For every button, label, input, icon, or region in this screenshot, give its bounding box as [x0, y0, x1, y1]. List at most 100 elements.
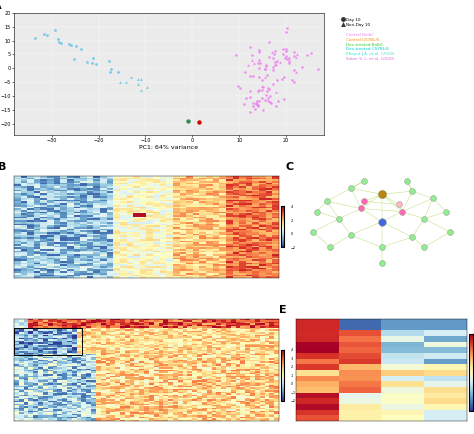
Point: [347, 184, 355, 191]
Point: [283, 56, 291, 62]
Point: [252, 99, 260, 106]
Point: [246, 43, 254, 50]
Point: [280, 51, 287, 58]
Point: [272, 61, 279, 68]
Point: [266, 99, 274, 105]
Point: [135, 80, 142, 87]
Point: [143, 83, 151, 90]
Point: [71, 55, 78, 62]
Point: [272, 58, 279, 65]
Point: [246, 93, 254, 100]
Point: [89, 54, 97, 61]
Point: [268, 49, 275, 56]
Point: [244, 61, 252, 68]
Point: [255, 49, 263, 56]
Point: [252, 106, 259, 113]
Point: [255, 98, 263, 105]
Point: [254, 103, 262, 110]
Point: [105, 58, 112, 65]
Point: [335, 215, 343, 222]
Point: [280, 73, 288, 80]
Point: [128, 73, 135, 80]
Point: [378, 191, 385, 198]
Point: [265, 54, 273, 61]
Point: [252, 100, 259, 107]
Point: [285, 59, 293, 66]
Point: [282, 29, 290, 36]
Point: [67, 42, 75, 49]
Point: [357, 205, 365, 212]
Point: [347, 231, 355, 238]
Point: [258, 76, 266, 83]
Point: [254, 100, 261, 107]
Point: [398, 208, 406, 215]
Point: [254, 97, 261, 104]
Point: [261, 73, 269, 80]
Point: [271, 51, 278, 58]
Point: [255, 87, 263, 94]
Point: [291, 78, 298, 85]
Text: A: A: [0, 0, 1, 10]
Point: [273, 76, 281, 83]
Point: [409, 187, 416, 194]
Point: [269, 80, 276, 87]
Point: [117, 79, 124, 85]
Point: [237, 85, 244, 92]
Point: [263, 62, 270, 69]
Point: [378, 218, 385, 225]
X-axis label: PC1: 64% variance: PC1: 64% variance: [139, 145, 199, 150]
Point: [272, 61, 280, 68]
Point: [196, 119, 203, 126]
Point: [361, 198, 368, 205]
Point: [58, 39, 65, 46]
Point: [291, 53, 298, 59]
Point: [31, 35, 39, 42]
Point: [272, 103, 279, 110]
Point: [264, 85, 272, 92]
Point: [65, 41, 73, 48]
Point: [249, 72, 256, 79]
Point: [248, 57, 256, 64]
Point: [258, 87, 265, 94]
Point: [72, 43, 80, 50]
Point: [255, 59, 262, 66]
Bar: [14, 328, 82, 355]
Point: [262, 62, 270, 69]
Point: [310, 228, 317, 235]
Text: C: C: [286, 162, 294, 172]
Point: [55, 39, 63, 46]
Point: [88, 59, 96, 66]
Point: [262, 65, 269, 72]
Point: [403, 178, 411, 184]
Point: [265, 85, 273, 92]
Point: [290, 67, 298, 74]
Point: [273, 58, 281, 65]
Point: [54, 36, 61, 43]
Point: [92, 60, 100, 67]
Point: [255, 74, 262, 81]
Point: [274, 98, 282, 105]
Point: [395, 201, 402, 208]
Point: [40, 31, 48, 38]
Point: [327, 244, 334, 251]
Point: [378, 259, 385, 266]
Point: [255, 88, 262, 95]
Point: [313, 208, 320, 215]
Point: [261, 66, 268, 73]
Point: [262, 97, 269, 104]
Point: [446, 228, 454, 235]
Point: [248, 52, 256, 59]
Point: [443, 208, 450, 215]
Point: [258, 82, 265, 89]
Point: [135, 76, 142, 82]
Point: [262, 91, 270, 98]
Point: [276, 59, 284, 66]
Point: [107, 66, 115, 73]
Point: [314, 65, 321, 72]
Point: [115, 69, 122, 76]
Point: [303, 52, 311, 59]
Point: [271, 47, 279, 54]
Point: [249, 100, 256, 107]
Point: [298, 63, 305, 70]
Point: [279, 46, 286, 53]
